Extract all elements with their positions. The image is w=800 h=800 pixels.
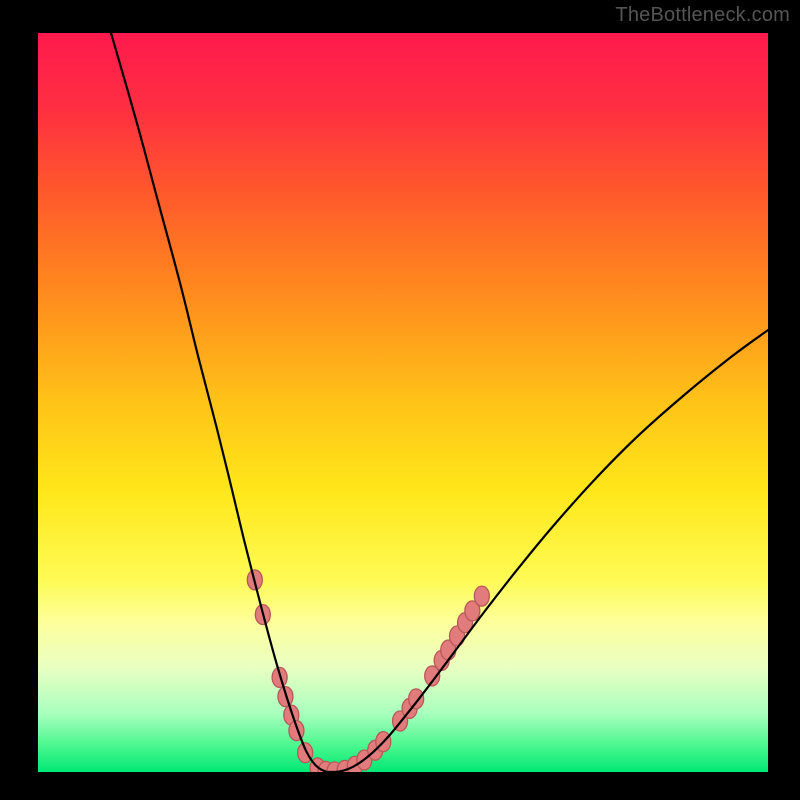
watermark-text: TheBottleneck.com bbox=[615, 4, 790, 27]
marker-point bbox=[474, 586, 489, 606]
bottleneck-curve-plot bbox=[0, 0, 800, 800]
plot-background-gradient bbox=[38, 33, 768, 772]
chart-stage: TheBottleneck.com bbox=[0, 0, 800, 800]
marker-point bbox=[409, 689, 424, 709]
